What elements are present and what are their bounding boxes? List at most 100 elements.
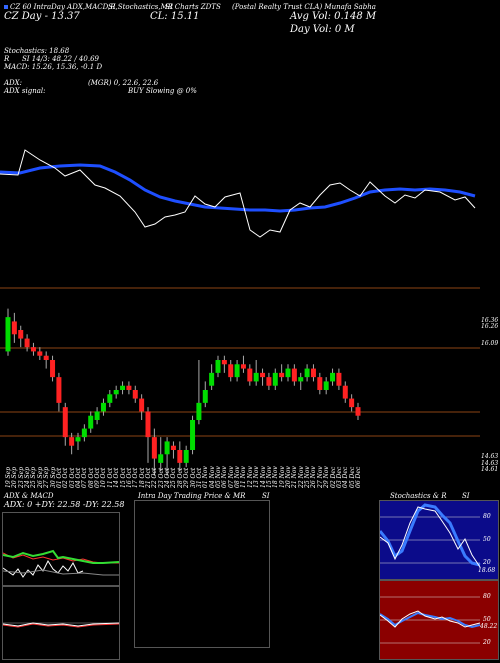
level-label: 16.36 [481,317,499,324]
candle-body [240,364,246,369]
stoch-level: 80 [483,513,491,520]
rsi-level: 50 [483,616,491,623]
stoch-level: 20 [483,559,491,566]
rsi-end-value: 48.22 [480,623,498,630]
candle-body [62,407,68,438]
close-price: CL: 15.11 [150,11,200,22]
candle-body [37,351,43,356]
candle-body [272,372,278,386]
stoch-panel-title: Stochastics & R [390,492,447,500]
adx-chart [2,549,120,578]
candle-body [215,360,221,373]
macd-stat: MACD: 15.26, 15.36, -0.1 D [4,63,103,71]
rsi-level: 20 [483,639,491,646]
level-label: 16.09 [481,340,499,347]
candle-body [279,372,285,378]
level-lines [0,287,480,437]
candle-body [253,372,259,382]
rsi-panel: 80 50 20 48.22 [379,580,499,660]
stoch-level: 50 [483,536,491,543]
candle-body [139,398,145,412]
date-label: 06 Dec [355,466,362,488]
candle-body [107,394,113,403]
ema-line [0,163,476,213]
candle-body [228,364,234,378]
intraday-panel-title: Intra Day Trading Price & MR [138,492,246,500]
adx-stat: ADX: [4,79,23,87]
mgr-stat: (MGR) 0, 22.6, 22.6 [88,79,159,87]
candle-body [88,415,94,429]
candle-body [30,347,36,352]
candle-body [260,372,266,378]
candle-body [285,368,291,378]
candle-body [50,360,56,378]
rsi-level: 80 [483,593,491,600]
candle-body [94,411,100,420]
candle-body [126,385,132,390]
candle-body [330,372,336,382]
candle-body [75,437,81,442]
candle-body [69,437,75,446]
candle-body [177,450,183,463]
adx-panel-title: ADX & MACD [4,492,54,500]
candle-body [158,454,164,463]
candle-body [18,330,24,339]
candle-body [170,445,176,450]
main-chart [0,149,480,476]
candle-body [349,398,355,408]
candle-body [310,368,316,378]
chart-title: (Postal Realty Trust CLA) Munafa Sabha [232,3,376,11]
header-line1-mid: SI,Stochastics,MR [108,3,174,11]
candle-body [298,377,304,382]
adx-panel [2,512,120,586]
candle-body [56,377,62,403]
candle-body [202,390,208,403]
candle-body [317,377,323,390]
adx-panel-values: ADX: 0 +DY: 22.58 -DY: 22.58 [4,500,125,509]
stochastics-chart [378,503,481,568]
candle-body [196,402,202,420]
logo-square-icon [4,5,8,9]
rsi-value: SI 14/3: 48.22 / 40.69 [22,55,99,63]
candle-body [11,321,17,335]
stochastics-stat: Stochastics: 18.68 [4,47,70,55]
candle-body [355,407,361,416]
candle-body [5,317,11,352]
candle-body [43,355,49,360]
candle-body [81,428,87,438]
candle-body [113,390,119,395]
stochastics-panel: 80 50 20 18.68 [378,500,499,580]
macd-chart [2,622,120,628]
macd-panel [2,586,120,660]
stoch-panel-si: SI [462,492,470,500]
avg-volume: Avg Vol: 0.148 M [290,11,377,22]
candle-body [323,381,329,390]
intraday-panel [134,500,270,648]
candle-body [234,364,240,378]
level-label: 14.63 [481,460,499,467]
candle-body [304,368,310,378]
header-line1-right: SI Charts ZDTS [165,3,221,11]
candle-body [190,420,196,450]
rsi-chart [379,596,481,644]
candle-body [120,385,126,390]
candle-body [209,372,215,386]
header-line1-left: CZ 60 IntraDay ADX,MACD,R [4,3,115,11]
price-line [0,149,476,238]
intraday-panel-si: SI [262,492,270,500]
stoch-end-value: 18.68 [478,567,496,574]
level-label: 14.63 [481,453,499,460]
candle-body [342,385,348,399]
candle-body [247,368,253,382]
candle-body [291,368,297,382]
day-volume: Day Vol: 0 M [290,24,355,35]
candle-body [100,402,106,412]
candle-body [183,450,189,463]
candle-body [145,411,151,438]
level-label: 16.26 [481,323,499,330]
candles [5,308,361,476]
candle-body [336,372,342,386]
level-label: 14.61 [481,466,499,473]
day-range: CZ Day - 13.37 [4,11,80,22]
buy-signal: BUY Slowing @ 0% [128,87,197,95]
